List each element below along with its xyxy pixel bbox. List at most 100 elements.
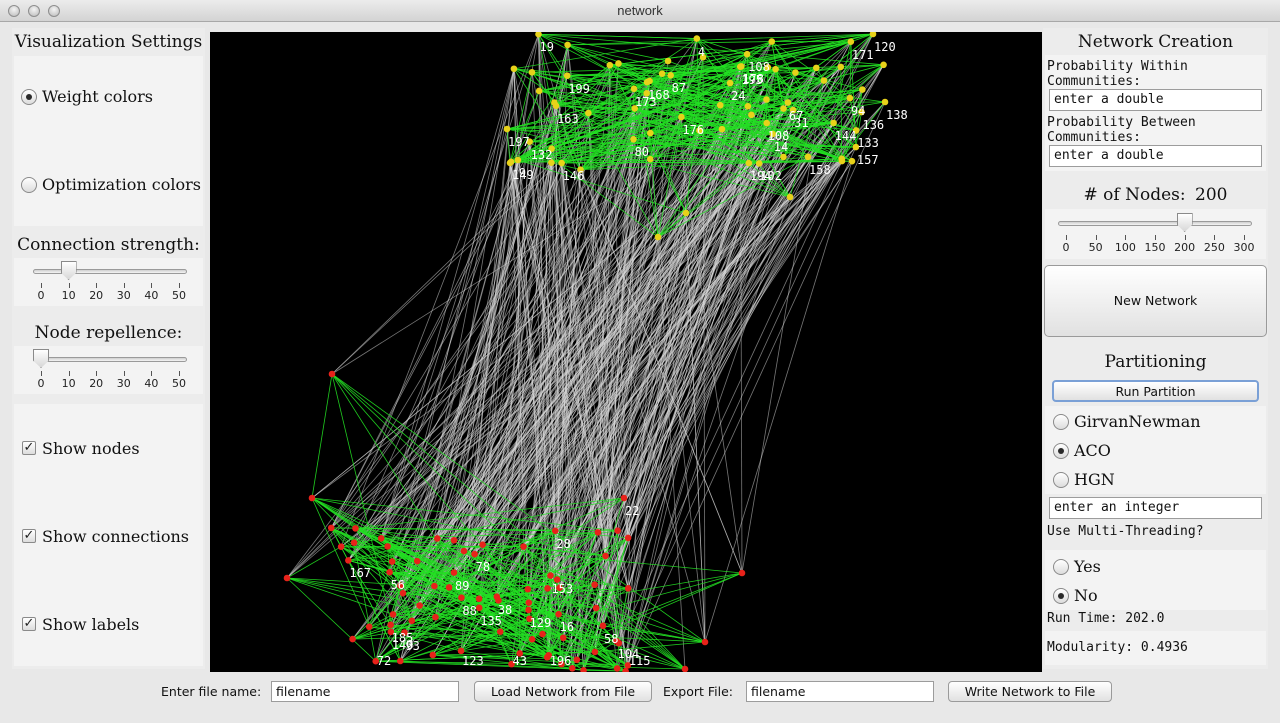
graph-node[interactable]	[880, 61, 887, 69]
prob-within-input[interactable]: enter a double	[1049, 89, 1262, 111]
graph-node[interactable]	[620, 494, 628, 502]
graph-node[interactable]	[545, 651, 552, 659]
graph-node[interactable]	[450, 536, 458, 544]
graph-node[interactable]	[528, 635, 536, 643]
graph-node[interactable]	[413, 557, 421, 565]
graph-node[interactable]	[658, 70, 666, 78]
graph-node[interactable]	[664, 57, 672, 65]
graph-node[interactable]	[387, 621, 394, 629]
graph-node[interactable]	[350, 539, 358, 546]
graph-node[interactable]	[820, 77, 828, 84]
load-network-button[interactable]: Load Network from File	[474, 681, 652, 702]
graph-node[interactable]	[602, 552, 609, 560]
graph-node[interactable]	[786, 193, 794, 201]
graph-node[interactable]	[838, 157, 846, 165]
network-canvas[interactable]: 80 157 199 171 195 24 108 19 149 132 197 31 163 87 168…	[210, 32, 1042, 672]
minimize-window-icon[interactable]	[28, 5, 40, 17]
graph-node[interactable]	[460, 547, 468, 555]
graph-node[interactable]	[399, 589, 407, 597]
node-count-slider[interactable]: 0 50 100 150 200 250 300	[1058, 212, 1255, 256]
graph-node[interactable]	[716, 101, 724, 109]
graph-node[interactable]	[551, 99, 558, 106]
run-partition-button[interactable]: Run Partition	[1052, 380, 1259, 402]
graph-node[interactable]	[859, 86, 866, 93]
graph-node[interactable]	[585, 109, 592, 117]
graph-node[interactable]	[507, 158, 515, 166]
graph-node[interactable]	[535, 32, 542, 38]
graph-node[interactable]	[458, 594, 465, 601]
graph-node[interactable]	[553, 576, 561, 583]
graph-node[interactable]	[696, 127, 703, 134]
girvan-newman-radio[interactable]	[1053, 414, 1069, 430]
graph-node[interactable]	[594, 529, 602, 536]
graph-node[interactable]	[615, 60, 622, 67]
graph-node[interactable]	[592, 604, 600, 612]
graph-node[interactable]	[591, 648, 599, 656]
graph-node[interactable]	[789, 106, 797, 114]
graph-node[interactable]	[699, 53, 707, 61]
file-name-input[interactable]: filename	[271, 681, 459, 702]
slider-track[interactable]	[33, 269, 187, 274]
graph-node[interactable]	[416, 602, 423, 609]
graph-node[interactable]	[852, 143, 860, 151]
graph-node[interactable]	[646, 155, 654, 163]
multithreading-yes-radio[interactable]	[1053, 559, 1069, 575]
graph-node[interactable]	[744, 102, 752, 110]
graph-node[interactable]	[551, 527, 559, 535]
graph-node[interactable]	[493, 593, 501, 600]
graph-node[interactable]	[450, 569, 458, 576]
graph-node[interactable]	[743, 50, 751, 58]
graph-node[interactable]	[624, 584, 632, 592]
graph-node[interactable]	[568, 664, 576, 672]
graph-node[interactable]	[429, 651, 437, 659]
graph-node[interactable]	[654, 233, 662, 241]
graph-node[interactable]	[573, 656, 581, 664]
graph-node[interactable]	[701, 638, 709, 646]
graph-node[interactable]	[780, 105, 787, 112]
graph-node[interactable]	[558, 660, 565, 668]
new-network-button[interactable]: New Network	[1044, 265, 1267, 337]
graph-node[interactable]	[503, 125, 511, 133]
graph-node[interactable]	[738, 569, 746, 577]
weight-colors-radio[interactable]	[21, 89, 37, 105]
graph-node[interactable]	[624, 662, 632, 669]
graph-node[interactable]	[630, 135, 637, 143]
close-window-icon[interactable]	[8, 5, 20, 17]
graph-node[interactable]	[763, 119, 770, 127]
graph-node[interactable]	[613, 637, 620, 645]
slider-thumb[interactable]	[1176, 213, 1193, 232]
graph-node[interactable]	[525, 599, 533, 606]
graph-node[interactable]	[643, 90, 650, 97]
aco-radio[interactable]	[1053, 443, 1069, 459]
graph-node[interactable]	[606, 61, 614, 69]
graph-node[interactable]	[328, 370, 336, 378]
graph-node[interactable]	[804, 153, 812, 161]
export-file-input[interactable]: filename	[746, 681, 934, 702]
graph-node[interactable]	[622, 667, 629, 672]
slider-track[interactable]	[1058, 221, 1252, 226]
graph-node[interactable]	[401, 629, 408, 636]
graph-node[interactable]	[667, 71, 674, 79]
graph-node[interactable]	[548, 159, 555, 166]
graph-node[interactable]	[308, 494, 316, 502]
graph-node[interactable]	[372, 657, 380, 665]
graph-node[interactable]	[614, 527, 621, 534]
graph-node[interactable]	[780, 153, 787, 161]
graph-node[interactable]	[858, 108, 865, 116]
graph-node[interactable]	[564, 41, 571, 49]
graph-node[interactable]	[544, 584, 551, 592]
graph-node[interactable]	[475, 604, 483, 612]
graph-node[interactable]	[387, 628, 395, 636]
graph-node[interactable]	[525, 606, 532, 614]
graph-node[interactable]	[475, 595, 483, 603]
graph-node[interactable]	[526, 615, 533, 623]
graph-node[interactable]	[283, 574, 291, 582]
graph-node[interactable]	[881, 98, 889, 106]
graph-node[interactable]	[539, 630, 546, 638]
graph-node[interactable]	[389, 611, 397, 618]
graph-node[interactable]	[445, 584, 453, 591]
graph-node[interactable]	[559, 634, 567, 642]
graph-node[interactable]	[846, 94, 854, 102]
graph-node[interactable]	[377, 535, 385, 542]
graph-node[interactable]	[591, 581, 598, 589]
